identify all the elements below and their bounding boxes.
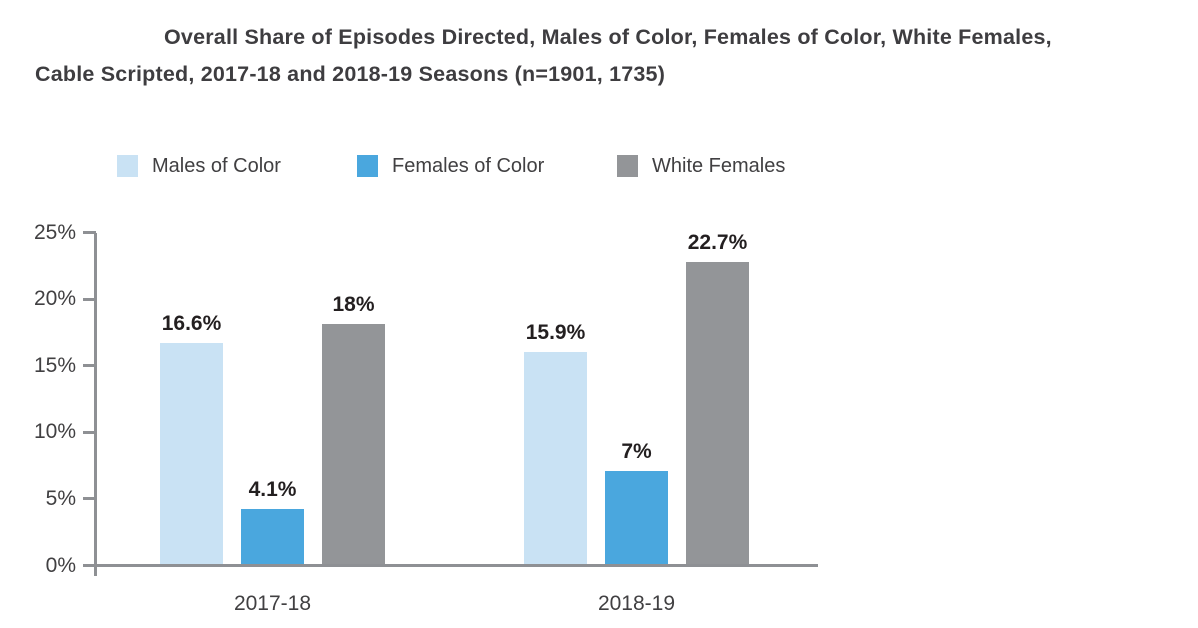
bar-females-of-color-2017-18	[241, 509, 304, 564]
legend-label-males-of-color: Males of Color	[152, 155, 281, 177]
bar-value-label-white-females-2017-18: 18%	[332, 293, 375, 317]
y-axis-tick-label-5: 5%	[45, 486, 76, 510]
legend-label-white-females: White Females	[652, 155, 786, 177]
bar-males-of-color-2018-19	[524, 352, 587, 564]
y-axis-tick-25	[83, 231, 96, 234]
y-axis-tick-label-25: 25%	[33, 220, 76, 244]
chart-title-line-2: Cable Scripted, 2017-18 and 2018-19 Seas…	[35, 62, 666, 86]
bar-females-of-color-2018-19	[605, 470, 668, 564]
y-axis-line	[94, 233, 97, 576]
y-axis-tick-5	[83, 497, 96, 501]
y-axis-tick-label-15: 15%	[33, 353, 76, 377]
bar-males-of-color-2017-18	[160, 342, 223, 564]
bar-white-females-2017-18	[322, 324, 385, 564]
bar-value-label-white-females-2018-19: 22.7%	[687, 230, 748, 254]
bar-value-label-females-of-color-2018-19: 7%	[621, 439, 652, 463]
bar-white-females-2018-19	[686, 261, 749, 564]
y-axis-tick-10	[83, 430, 96, 434]
y-axis-tick-label-10: 10%	[33, 420, 76, 444]
legend-swatch-females-of-color-icon	[357, 155, 378, 177]
legend-swatch-males-of-color-icon	[117, 155, 138, 177]
x-category-label-2017-18: 2017-18	[233, 592, 312, 615]
bar-value-label-males-of-color-2017-18: 16.6%	[161, 311, 222, 335]
bar-value-label-females-of-color-2017-18: 4.1%	[248, 478, 297, 502]
y-axis-tick-label-0: 0%	[45, 553, 76, 577]
legend-label-females-of-color: Females of Color	[392, 155, 545, 177]
y-axis-tick-20	[83, 297, 96, 301]
x-axis-line	[95, 564, 818, 567]
legend-swatch-white-females-icon	[617, 155, 638, 177]
y-axis-tick-0	[83, 564, 96, 567]
y-axis-tick-label-20: 20%	[33, 287, 76, 311]
x-category-label-2018-19: 2018-19	[597, 592, 676, 615]
y-axis-tick-15	[83, 364, 96, 368]
bar-value-label-males-of-color-2018-19: 15.9%	[525, 321, 586, 345]
chart-title-line-1: Overall Share of Episodes Directed, Male…	[164, 25, 1052, 49]
